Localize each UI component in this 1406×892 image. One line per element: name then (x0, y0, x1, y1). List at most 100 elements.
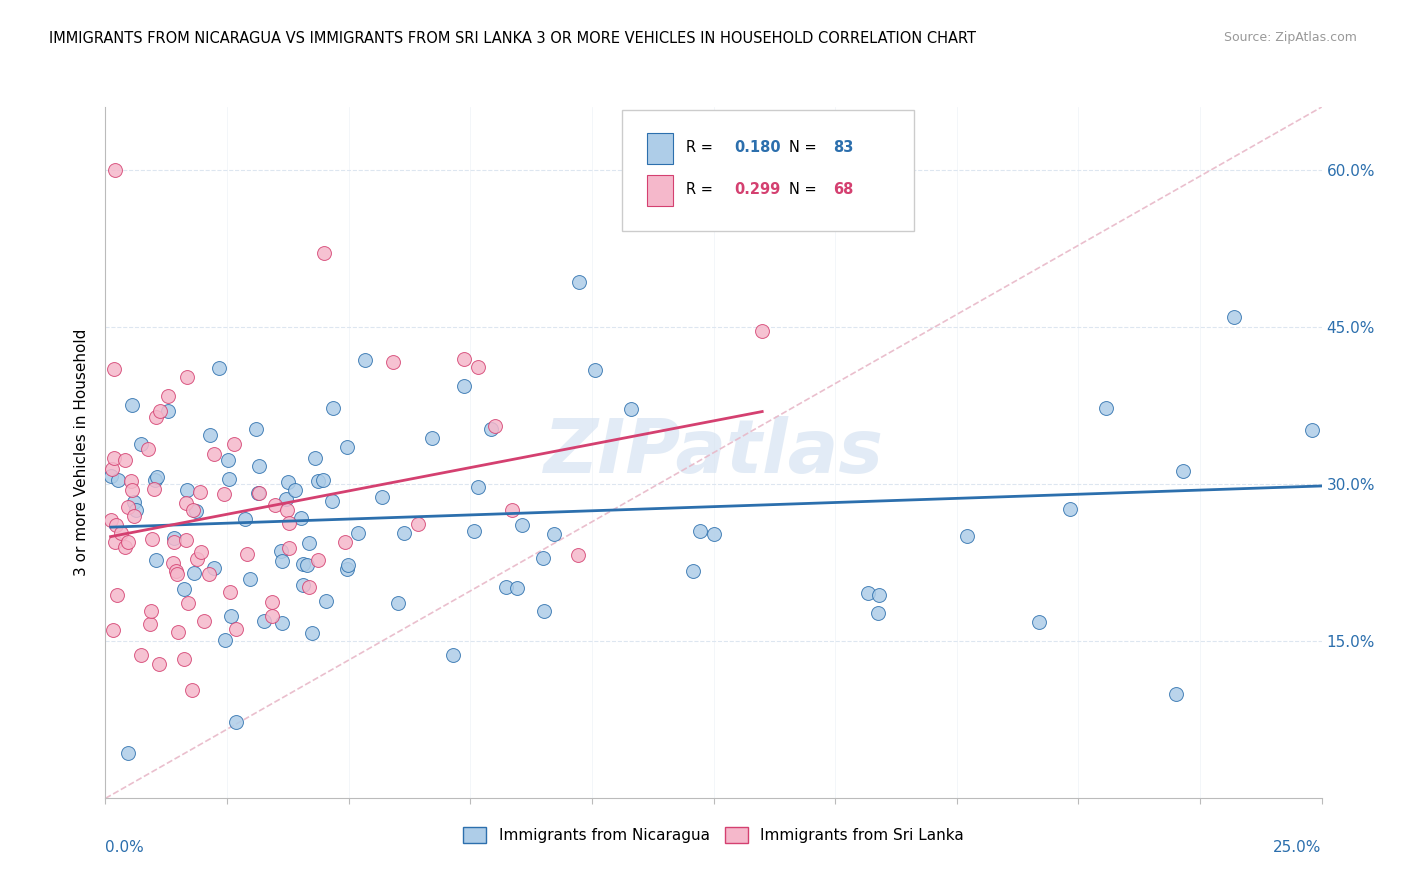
Point (1223, 310, 1246, 324)
Point (219, 609, 242, 624)
Text: R =: R = (686, 140, 717, 155)
Point (371, 490, 394, 504)
Point (233, 512, 256, 526)
Point (163, 531, 186, 545)
Point (453, 379, 475, 393)
Text: R =: R = (686, 183, 717, 197)
Text: Source: ZipAtlas.com: Source: ZipAtlas.com (1223, 31, 1357, 45)
Point (214, 487, 236, 501)
Point (322, 401, 344, 415)
Point (121, 398, 143, 412)
Point (260, 608, 283, 623)
Point (247, 486, 270, 500)
Point (117, 746, 139, 760)
Point (100, 513, 122, 527)
Point (298, 535, 321, 549)
Point (129, 437, 152, 451)
Point (501, 502, 523, 516)
Point (298, 580, 321, 594)
Point (307, 474, 329, 488)
Point (173, 652, 195, 666)
Point (333, 535, 356, 549)
Point (105, 588, 128, 602)
Point (866, 606, 889, 620)
Point (270, 544, 292, 558)
Point (104, 535, 127, 549)
Point (105, 517, 128, 532)
Point (467, 359, 489, 374)
Point (1028, 615, 1050, 629)
Point (392, 526, 415, 541)
Point (495, 580, 517, 594)
Point (277, 516, 299, 530)
Point (277, 475, 299, 490)
Point (315, 593, 337, 607)
Point (202, 561, 225, 575)
Point (337, 558, 360, 573)
Point (453, 351, 475, 366)
Point (214, 633, 236, 648)
Point (141, 532, 163, 546)
Point (143, 473, 166, 487)
Point (184, 503, 207, 517)
Point (260, 595, 283, 609)
Point (270, 615, 292, 630)
Point (295, 558, 318, 572)
Point (104, 162, 127, 177)
Point (568, 275, 591, 289)
Point (484, 418, 506, 433)
Text: N =: N = (789, 183, 821, 197)
Point (510, 518, 533, 533)
Point (543, 526, 565, 541)
Point (180, 682, 202, 697)
Point (174, 533, 197, 547)
Text: 68: 68 (832, 183, 853, 197)
Point (101, 623, 124, 637)
Point (307, 553, 329, 567)
Point (353, 353, 375, 368)
FancyBboxPatch shape (623, 111, 914, 232)
Point (139, 617, 162, 632)
Point (217, 452, 239, 467)
Point (1320, 328, 1343, 343)
Point (183, 503, 205, 517)
Point (276, 502, 298, 516)
Point (1164, 687, 1187, 701)
Point (145, 410, 167, 425)
Point (136, 442, 159, 456)
Point (125, 502, 148, 516)
Point (146, 470, 169, 484)
Point (463, 524, 485, 538)
Point (166, 625, 188, 640)
Text: ZIPatlas: ZIPatlas (544, 417, 883, 489)
Text: 25.0%: 25.0% (1274, 840, 1322, 855)
Point (620, 402, 643, 417)
Point (103, 362, 125, 376)
Point (312, 473, 335, 487)
Bar (647, 175, 673, 206)
Point (110, 525, 132, 540)
Point (100, 469, 122, 483)
Point (129, 648, 152, 662)
Point (122, 494, 145, 508)
Point (107, 473, 129, 487)
Point (336, 441, 359, 455)
Point (219, 585, 242, 599)
Point (186, 551, 208, 566)
Point (148, 657, 170, 671)
Point (103, 450, 125, 465)
Point (114, 541, 136, 555)
Point (117, 500, 139, 514)
Point (225, 622, 247, 636)
Point (245, 422, 267, 436)
Point (156, 389, 179, 403)
Point (703, 527, 725, 541)
Point (166, 566, 188, 581)
Point (157, 403, 180, 417)
Point (420, 431, 443, 445)
Point (274, 492, 297, 507)
Point (101, 462, 124, 476)
Point (162, 556, 184, 570)
Point (208, 360, 231, 375)
Point (247, 459, 270, 474)
